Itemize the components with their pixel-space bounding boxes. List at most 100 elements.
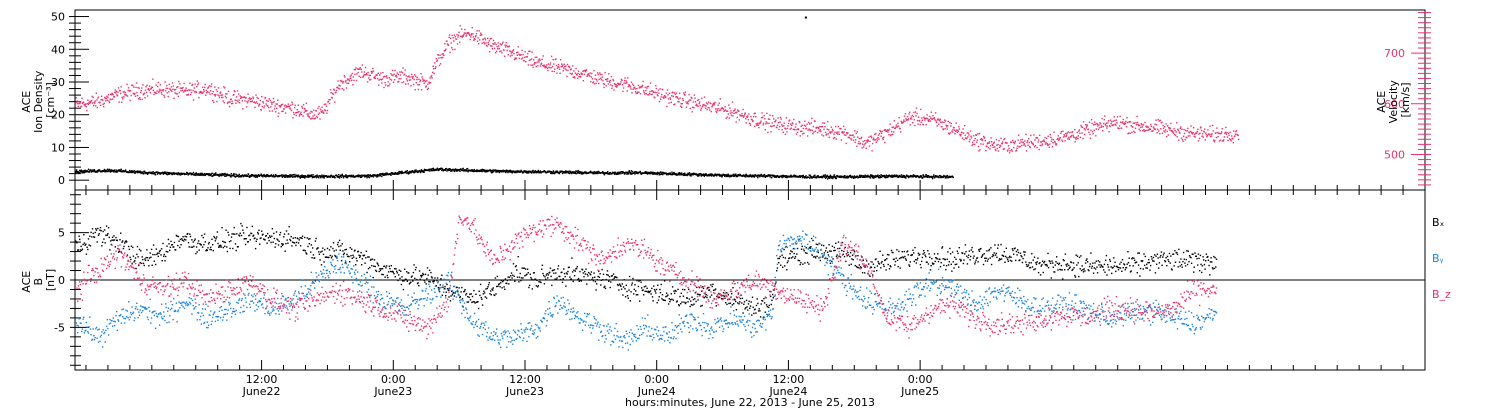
velocity-point [160,91,163,94]
velocity-point [463,32,466,34]
density-point [154,172,156,174]
density-point [140,171,142,173]
velocity-point [453,40,455,42]
velocity-point [768,122,770,125]
velocity-point [543,65,545,67]
velocity-point [865,142,867,144]
velocity-point [344,81,347,83]
density-point [89,170,91,172]
velocity-point [463,33,465,36]
velocity-point [334,101,336,103]
density-point [671,171,673,173]
velocity-point [1108,131,1110,133]
density-point [767,175,769,177]
density-point [615,173,617,176]
bx-point [244,243,247,246]
bx-point [163,255,165,257]
velocity-point [261,106,264,108]
velocity-point [785,128,787,130]
velocity-point [424,81,426,83]
velocity-point [185,89,187,91]
bx-point [163,253,165,256]
velocity-point [1078,129,1081,131]
density-point [592,172,594,174]
velocity-point [439,63,442,65]
velocity-point [822,122,824,124]
bx-point [232,233,235,235]
velocity-point [289,107,291,109]
density-point [693,173,695,175]
velocity-point [644,86,646,89]
velocity-point [288,105,290,107]
density-point [158,172,161,174]
density-point [233,173,236,175]
density-point [572,171,575,173]
density-point [947,176,950,179]
velocity-point [91,95,93,98]
bx-point [222,240,224,243]
density-point [913,174,916,177]
velocity-point [1210,135,1213,137]
density-point [344,175,347,177]
bx-point [95,228,97,230]
density-point [152,172,154,175]
density-point [457,168,459,171]
velocity-point [564,68,567,70]
velocity-point [703,103,705,106]
velocity-point [260,109,262,111]
velocity-point [947,125,949,127]
velocity-point [120,86,122,88]
velocity-point [455,38,458,40]
velocity-point [250,100,252,103]
velocity-point [1206,134,1209,137]
bx-point [245,238,247,240]
velocity-point [390,73,392,75]
density-point [303,176,306,178]
density-point [289,176,292,178]
density-point [850,175,852,178]
velocity-point [1215,132,1217,134]
velocity-point [1069,131,1071,134]
velocity-point [619,83,622,85]
velocity-point [797,128,800,131]
velocity-point [589,72,591,74]
velocity-point [869,140,871,142]
velocity-point [460,35,462,37]
velocity-point [1181,128,1183,130]
density-point [366,177,368,179]
density-point [482,170,484,172]
velocity-point [769,125,772,127]
density-point [302,175,304,177]
velocity-point [1017,139,1019,141]
velocity-point [110,98,112,101]
bx-point [230,240,232,242]
bx-point [150,248,153,251]
density-point [285,174,287,176]
density-point [650,172,653,174]
velocity-point [384,84,387,86]
velocity-point [615,84,617,86]
velocity-point [113,95,115,98]
velocity-point [290,104,292,106]
velocity-point [1071,130,1074,133]
bx-point [212,249,214,252]
velocity-point [297,104,299,106]
velocity-point [830,131,832,133]
velocity-point [1145,126,1148,128]
density-point [391,172,393,174]
velocity-point [1167,125,1169,127]
velocity-point [253,101,256,103]
velocity-point [517,46,519,48]
velocity-point [622,90,624,93]
velocity-point [464,32,467,34]
velocity-point [1227,139,1229,142]
density-point [569,170,571,172]
density-point [336,175,339,177]
velocity-point [353,68,356,71]
density-point [376,174,378,177]
velocity-point [1229,131,1231,133]
velocity-point [647,85,650,88]
velocity-point [726,116,728,118]
velocity-point [681,106,683,108]
velocity-point [658,100,661,103]
